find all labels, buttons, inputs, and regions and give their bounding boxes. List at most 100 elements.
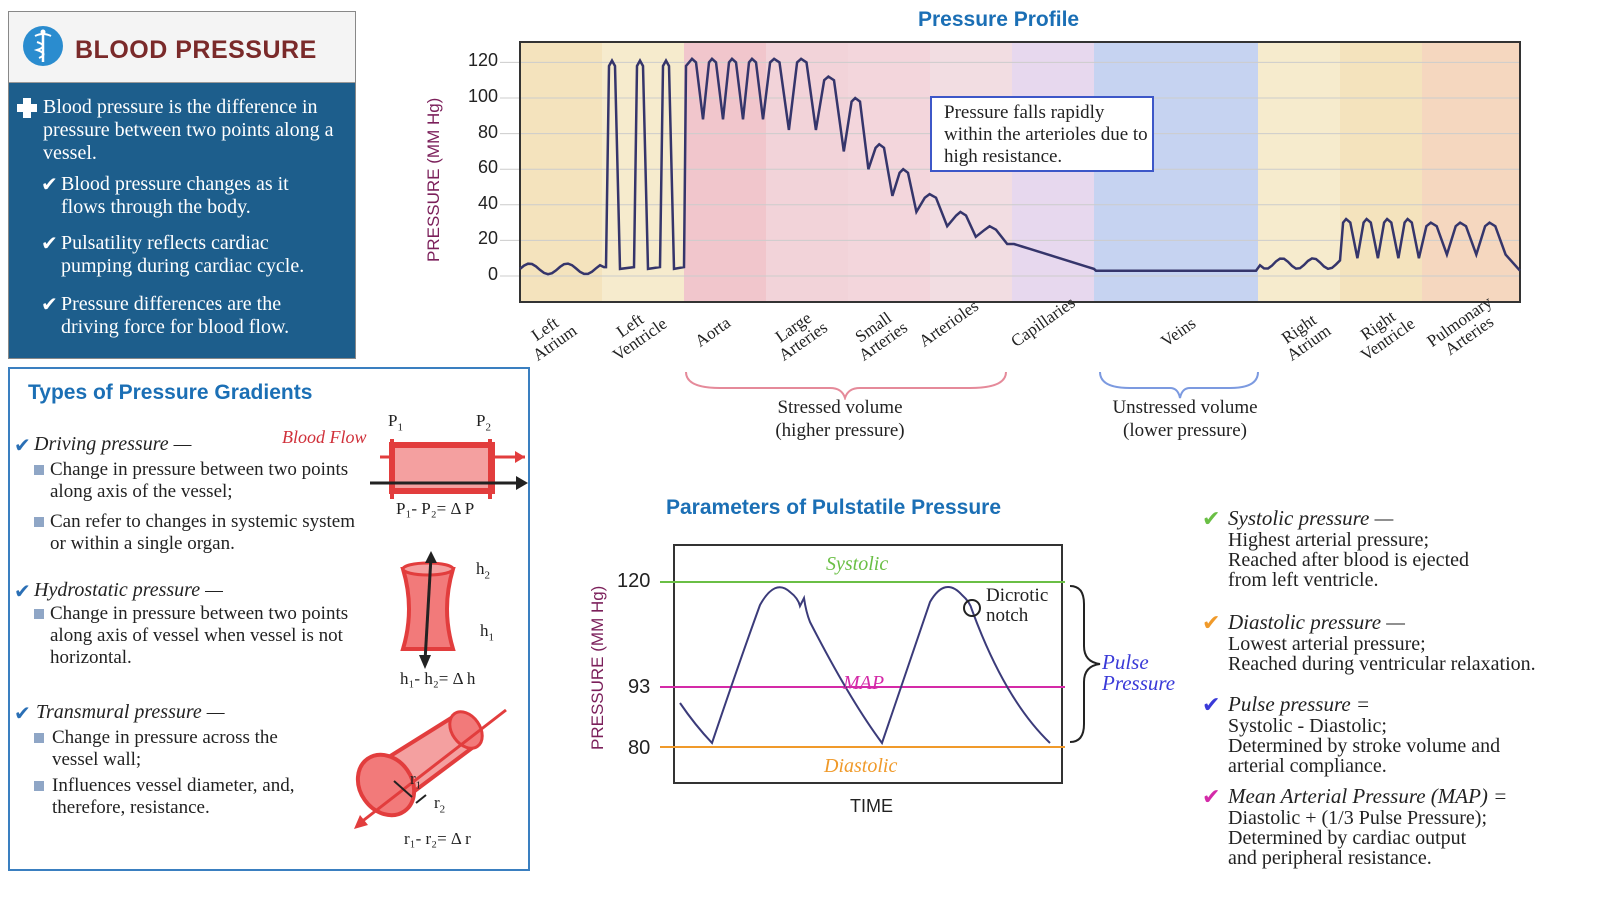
dicrotic-notch-marker [963,599,981,617]
hydrostatic-formula: h₁- h₂= Δ h [400,669,476,688]
volume-braces [685,371,1259,400]
params-x-label: TIME [850,796,893,816]
p2-subscript: 2 [485,421,491,434]
y-tick-label: 40 [477,192,498,213]
check-icon: ✔ [41,294,58,316]
plus-icon [17,98,37,118]
h1-label: h1 [480,621,494,643]
unstressed-brace [1099,371,1259,399]
params-title: Parameters of Pulstatile Pressure [666,496,1001,519]
definition-line: Highest arterial pressure; [1228,529,1430,551]
transmural-vessel-illustration [354,708,507,829]
check-icon: ✔ [14,435,31,457]
transmural-item: Influences vessel diameter, and, therefo… [52,775,295,818]
y-tick-label: 20 [477,228,498,249]
h1-subscript: 1 [488,631,495,644]
segment-label: Right Ventricle [1357,306,1419,365]
r1-label: r1 [410,769,421,791]
definition-line: Determined by stroke volume and [1228,735,1501,757]
hydrostatic-item: Change in pressure between two points al… [50,603,349,668]
r2-label: r2 [434,793,445,815]
hydrostatic-pressure-term: Hydrostatic pressure — [34,579,223,601]
gradients-panel: Types of Pressure Gradients ✔ Driving pr… [8,367,530,871]
intro-bullet: Pulsatility reflects cardiac pumping dur… [61,232,305,277]
pressure-waveform [679,586,1051,746]
check-icon: ✔ [1202,692,1221,717]
definition-line: Determined by cardiac output [1228,827,1467,849]
r1-subscript: 1 [415,779,422,792]
p1-subscript: 1 [397,421,403,434]
segment-band [1258,42,1340,302]
r1-letter: r [410,769,416,788]
bullet-square [34,733,44,743]
profile-y-label: PRESSURE (MM Hg) [424,97,443,262]
stressed-volume-label: Stressed volume (higher pressure) [775,397,905,441]
intro-bullet: Pressure differences are the driving for… [61,293,290,338]
definition-line: Reached after blood is ejected [1228,549,1469,571]
segment-label: Veins [1157,313,1200,351]
definition-line: arterial compliance. [1228,755,1387,777]
bullet-square [34,465,44,475]
definition-line: Diastolic + (1/3 Pulse Pressure); [1228,807,1488,829]
segment-band [684,42,766,302]
transmural-pressure-term: Transmural pressure — [36,701,225,723]
definition-term: Pulse pressure = [1228,692,1371,716]
bullet-square [34,781,44,791]
caduceus-icon [23,26,63,66]
unstressed-volume-label: Unstressed volume (lower pressure) [1112,397,1258,441]
p2-label: P2 [476,411,491,433]
segment-band [766,42,848,302]
y-tick-label: 60 [477,157,498,178]
definition-term: Systolic pressure — [1228,506,1394,530]
check-icon: ✔ [14,703,31,725]
segment-band [1012,42,1094,302]
driving-item: Change in pressure between two points al… [50,459,349,502]
diastolic-value: 80 [628,737,651,759]
systolic-label: Systolic [826,553,889,575]
segment-band [930,42,1012,302]
check-icon: ✔ [41,233,58,255]
segment-band [1094,42,1258,302]
definition-line: Systolic - Diastolic; [1228,715,1387,737]
p2-letter: P [476,411,486,430]
check-icon: ✔ [1202,506,1221,531]
segment-label: Right Atrium [1278,310,1335,365]
segment-label: Left Ventricle [609,309,671,365]
definition-term: Diastolic pressure — [1228,610,1405,634]
definition-term: Mean Arterial Pressure (MAP) = [1228,784,1508,808]
driving-pressure-term: Driving pressure — [34,433,192,455]
segment-band [520,42,602,302]
check-icon: ✔ [1202,784,1221,809]
page-title: BLOOD PRESSURE [75,36,317,64]
gradients-title: Types of Pressure Gradients [28,381,313,404]
blood-flow-label: Blood Flow [282,427,367,447]
check-icon: ✔ [1202,610,1221,635]
driving-formula: P₁- P₂= Δ P [396,499,475,518]
p1-letter: P [388,411,398,430]
driving-item: Can refer to changes in systemic system … [50,511,355,554]
plot-frame [519,41,1521,303]
arteriole-note: Pressure falls rapidly within the arteri… [930,96,1154,172]
segment-label: Large Arteries [771,308,831,365]
definition-line: Reached during ventricular relaxation. [1228,653,1536,675]
map-label: MAP [843,672,885,694]
dicrotic-notch-label: Dicrotic notch [986,585,1049,626]
r2-subscript: 2 [439,803,446,816]
diastolic-label: Diastolic [824,755,898,777]
h1-letter: h [480,621,489,640]
y-tick-label: 120 [467,50,498,71]
stressed-brace [685,371,1007,400]
definition-line: and peripheral resistance. [1228,847,1432,869]
segment-band [1422,42,1520,302]
pulse-pressure-brace [1069,585,1101,743]
h2-subscript: 2 [484,569,491,582]
driving-vessel-illustration [370,439,528,499]
transmural-item: Change in pressure across the vessel wal… [52,727,278,770]
hydrostatic-vessel-illustration [400,551,456,669]
params-y-label: PRESSURE (MM Hg) [588,585,607,750]
y-tick-label: 80 [477,121,498,142]
y-tick-label: 100 [467,86,498,106]
pulsatile-pressure-plot [660,544,1065,784]
h2-label: h2 [476,559,490,581]
bullet-square [34,609,44,619]
